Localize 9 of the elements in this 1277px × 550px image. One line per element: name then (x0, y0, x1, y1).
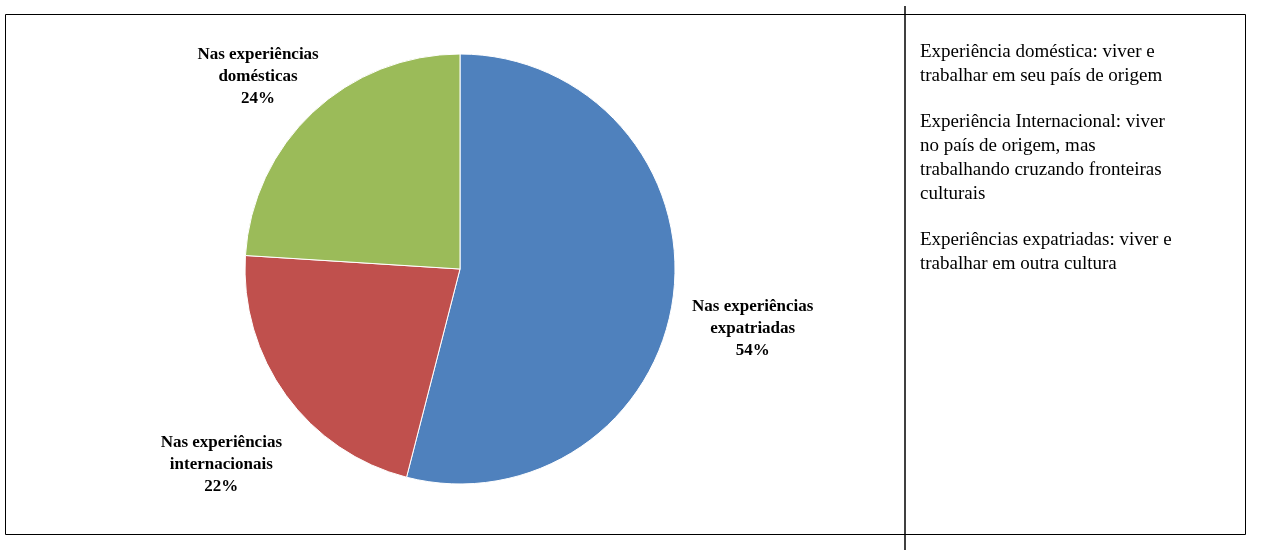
text: Experiência doméstica: viver e trabalhar em seu país de origem (920, 40, 1163, 85)
slice-label: Nas experiências internacionais (160, 432, 283, 474)
text: Experiências expatriadas: viver e trabalhar em outra cultura (920, 228, 1172, 273)
data-label: 54% (735, 339, 770, 359)
text: Experiência Internacional: viver no país de origem, mas trabalhando cruzando fronteiras culturais (920, 110, 1166, 203)
data-label: 24% (241, 87, 276, 107)
data-label: 22% (204, 476, 239, 496)
slice-label: Nas experiências domésticas (197, 43, 320, 85)
slice-label: Nas experiências expatriadas (692, 295, 814, 337)
